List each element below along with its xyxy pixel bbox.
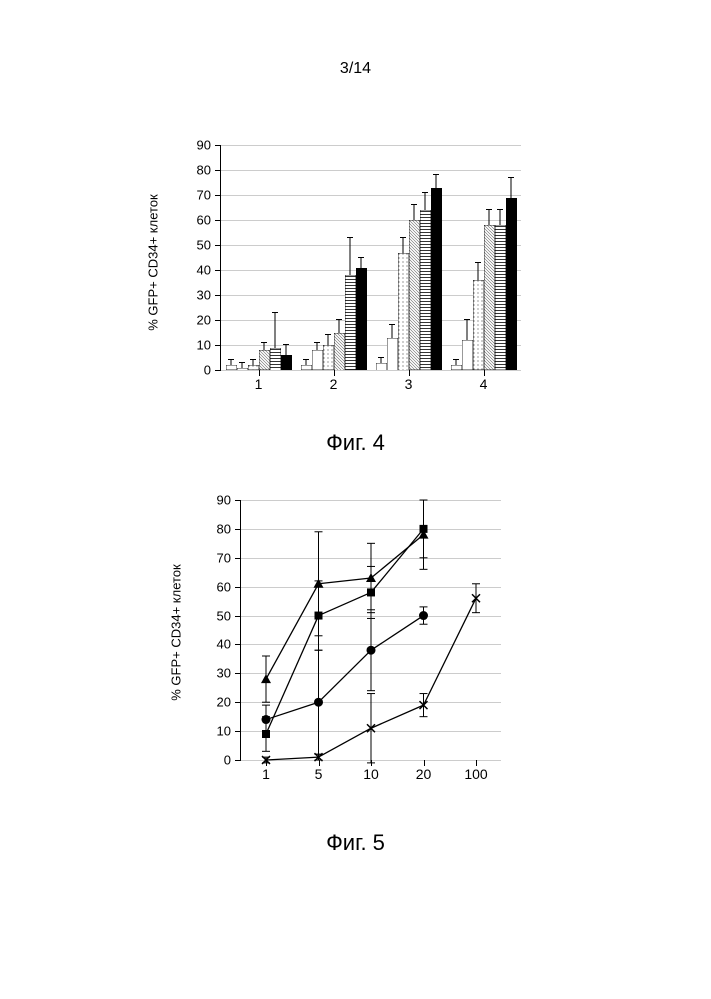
fig4-bar [420, 210, 431, 370]
fig5-y-tick-label: 20 [217, 695, 231, 710]
fig5-y-tick-label: 0 [224, 753, 231, 768]
fig4-bar [259, 350, 270, 370]
fig4-bar [462, 340, 473, 370]
fig5-y-tick-label: 10 [217, 724, 231, 739]
fig5-data-point [314, 698, 323, 707]
fig5-series-line [266, 702, 319, 719]
fig4-x-category-label: 1 [255, 376, 263, 392]
fig5-series-line [319, 728, 372, 757]
fig4-y-tick-label: 50 [197, 238, 211, 253]
fig5-data-point [367, 588, 375, 596]
fig4-bar [484, 225, 495, 370]
fig4-bar [431, 188, 442, 371]
fig4-y-tick-label: 60 [197, 213, 211, 228]
fig5-data-point [315, 612, 323, 620]
fig4-y-tick-label: 20 [197, 313, 211, 328]
fig4-bar [387, 338, 398, 371]
fig4-x-category-label: 2 [330, 376, 338, 392]
fig4-y-tick-label: 40 [197, 263, 211, 278]
fig5-series-line [371, 616, 424, 651]
fig5-series-line [266, 584, 319, 679]
fig4-y-tick-label: 90 [197, 138, 211, 153]
fig5-x-category-label: 5 [315, 766, 323, 782]
fig4-bar [409, 220, 420, 370]
fig5-x-category-label: 10 [363, 766, 379, 782]
fig4-bar [451, 365, 462, 370]
fig4-bar [376, 363, 387, 371]
figure-4-label: Фиг. 4 [326, 430, 385, 456]
figure-5-line-chart: % GFP+ CD34+ клеток 0102030405060708090 … [200, 500, 510, 800]
fig4-bar [398, 253, 409, 371]
fig5-series-line [371, 705, 424, 728]
fig5-data-point [262, 715, 271, 724]
fig5-y-axis-title: % GFP+ CD34+ клеток [169, 564, 184, 700]
fig4-bar [312, 350, 323, 370]
fig4-y-tick-label: 80 [197, 163, 211, 178]
fig4-bar [473, 280, 484, 370]
fig5-y-tick-label: 80 [217, 521, 231, 536]
figure-5-label: Фиг. 5 [326, 830, 385, 856]
fig5-plot-area: 0102030405060708090 151020100 [240, 500, 501, 761]
fig4-bar [345, 275, 356, 370]
fig4-bar [323, 345, 334, 370]
page-number: 3/14 [340, 60, 371, 78]
fig5-x-category-label: 100 [464, 766, 487, 782]
fig4-bar [334, 333, 345, 371]
fig4-bar [226, 365, 237, 370]
fig5-y-tick-label: 70 [217, 550, 231, 565]
fig4-y-tick-label: 10 [197, 338, 211, 353]
fig4-bar [237, 368, 248, 371]
fig5-data-point [419, 611, 428, 620]
fig5-series-line [319, 592, 372, 615]
fig5-series-line [266, 757, 319, 760]
fig5-y-tick-label: 60 [217, 579, 231, 594]
fig5-series-line [371, 529, 424, 593]
fig5-series-line [371, 535, 424, 578]
fig4-bar [495, 225, 506, 370]
figure-4-bar-chart: % GFP+ CD34+ клеток 0102030405060708090 … [180, 145, 520, 400]
fig4-plot-area: 0102030405060708090 1234 [220, 145, 521, 371]
fig5-data-point [367, 646, 376, 655]
fig4-y-axis-title: % GFP+ CD34+ клеток [146, 194, 161, 330]
fig4-x-category-label: 4 [480, 376, 488, 392]
fig5-data-point [261, 674, 271, 683]
fig5-y-tick-label: 90 [217, 493, 231, 508]
fig4-bar [270, 348, 281, 371]
fig5-x-category-label: 1 [262, 766, 270, 782]
fig4-bar [506, 198, 517, 371]
fig5-y-tick-label: 40 [217, 637, 231, 652]
fig4-x-category-label: 3 [405, 376, 413, 392]
fig5-y-tick-label: 30 [217, 666, 231, 681]
fig4-bar [301, 365, 312, 370]
fig4-bar [356, 268, 367, 371]
fig5-data-point [420, 525, 428, 533]
fig5-series-line [319, 578, 372, 584]
fig5-series-line [266, 616, 319, 734]
fig4-bar [281, 355, 292, 370]
fig4-bar [248, 365, 259, 370]
fig5-series-line [319, 650, 372, 702]
fig4-y-tick-label: 70 [197, 188, 211, 203]
fig4-y-tick-label: 0 [204, 363, 211, 378]
fig5-series-line [424, 598, 477, 705]
fig4-y-tick-label: 30 [197, 288, 211, 303]
fig5-x-category-label: 20 [416, 766, 432, 782]
fig5-y-tick-label: 50 [217, 608, 231, 623]
